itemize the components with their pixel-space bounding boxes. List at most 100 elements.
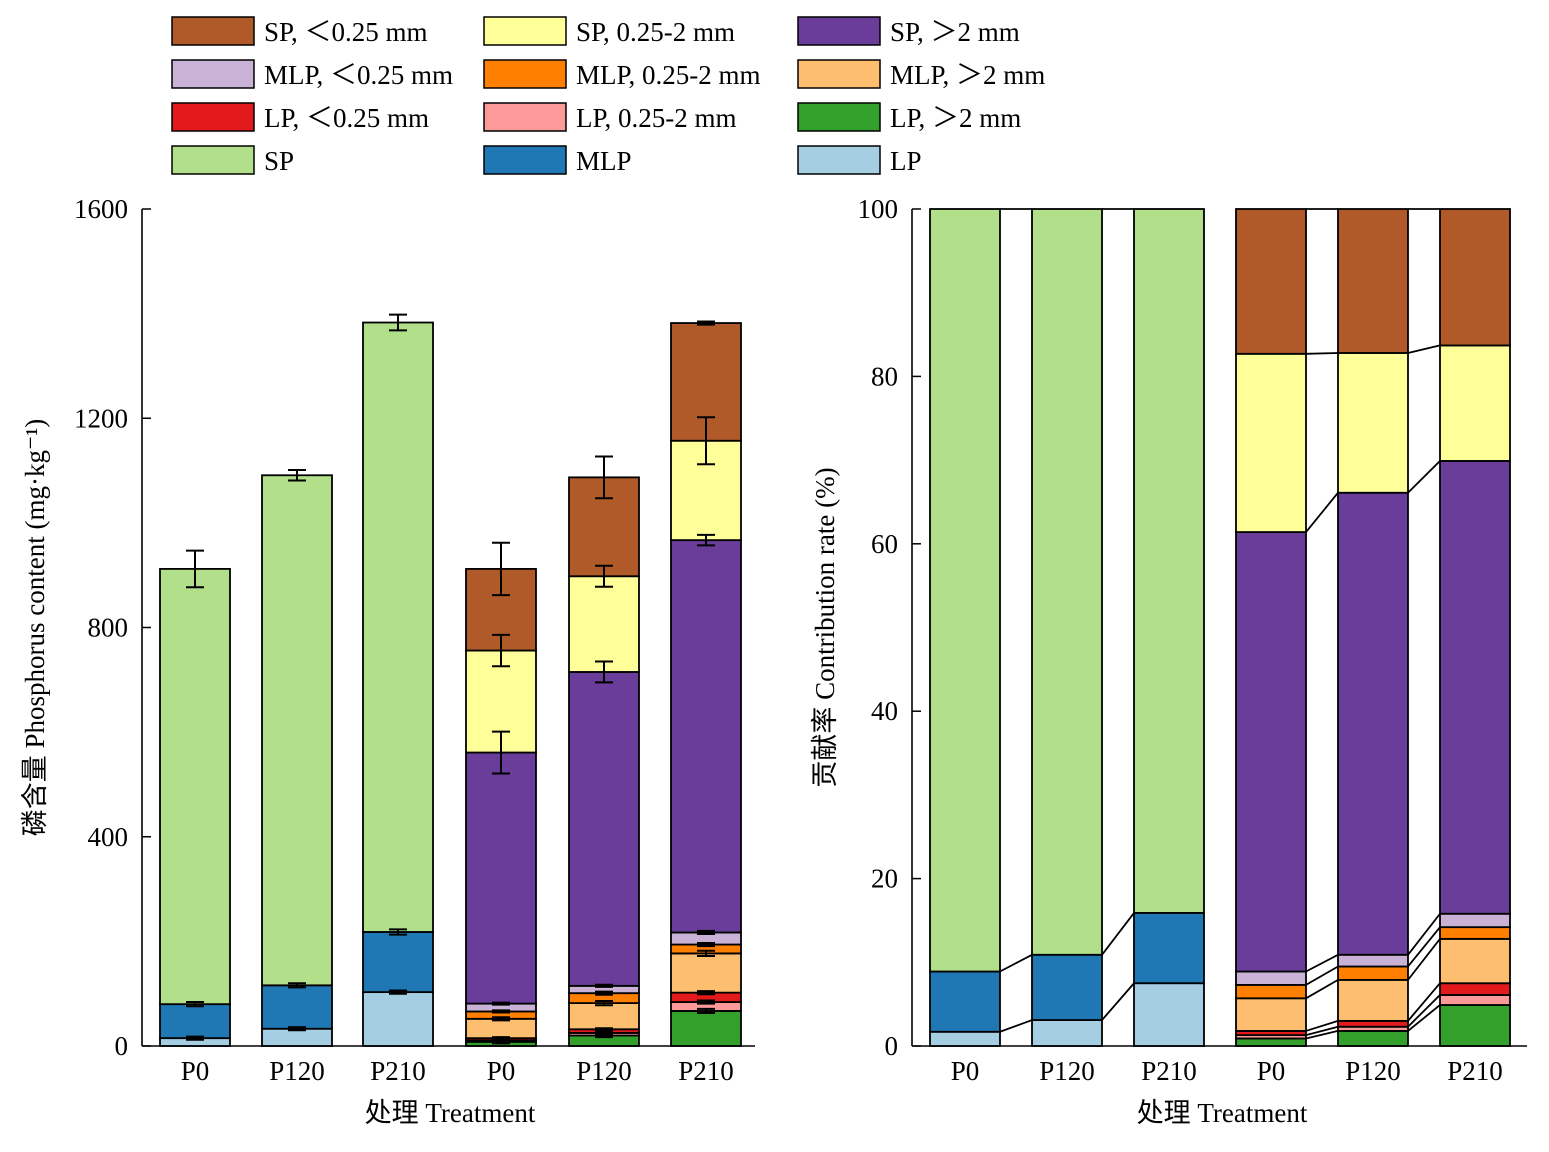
legend-item-LP: LP [797,145,922,176]
legend-label-MLP_gt2: MLP, ＞2 mm [890,60,1045,90]
bar-MLP_gt2-P0 [465,1017,537,1040]
legend-item-SP_mid: SP, 0.25-2 mm [483,16,735,47]
legend-swatch-LP [797,145,881,175]
connector-line [1305,352,1339,355]
bar-MLP_mid-P210 [1439,926,1511,940]
legend-swatch-LP_gt2 [797,102,881,132]
bar-SP_gt2-P0 [465,751,537,1005]
legend-label-MLP_mid: MLP, 0.25-2 mm [576,60,761,90]
legend-swatch-SP_lt025 [171,16,255,46]
bar-LP_gt2-P120 [1337,1030,1409,1047]
connector-line [1407,994,1441,1028]
x-tick-label: P210 [678,1056,734,1086]
bar-LP_gt2-P0 [1235,1037,1307,1047]
x-tick-label: P210 [370,1056,426,1086]
legend-label-LP_mid: LP, 0.25-2 mm [576,103,737,133]
y-tick-label: 80 [871,361,898,391]
legend-label-LP: LP [890,146,922,176]
bar-LP-P210 [1133,982,1205,1047]
bar-MLP-P210 [1133,912,1205,985]
connector-line [1305,965,1339,986]
bar-SP_gt2-P0 [1235,531,1307,973]
y-tick-label: 0 [115,1031,129,1061]
legend-item-MLP_mid: MLP, 0.25-2 mm [483,59,761,90]
connector-line [1305,1030,1339,1040]
bar-MLP-P120 [1031,953,1103,1021]
y-tick-label: 60 [871,529,898,559]
connector-line [1407,1004,1441,1032]
y-axis-title: 磷含量 Phosphorus content (mg·kg⁻¹) [20,419,50,837]
connector-line [1305,492,1339,533]
bar-LP_gt2-P210 [1439,1004,1511,1047]
bar-SP-P120 [1031,208,1103,956]
x-axis-title: 处理 Treatment [1137,1098,1308,1128]
connector-line [1407,460,1441,494]
legend-swatch-SP_mid [483,16,567,46]
bar-SP_gt2-P210 [670,539,742,934]
bar-SP-P120 [261,474,333,987]
phosphorus-content-chart: 0 400 800 1200 1600 P0 P120 P210 P0 P120 P210 处理 Tr… [20,194,755,1128]
bar-MLP_lt025-P120 [1337,953,1409,968]
bar-LP-P0 [929,1030,1001,1047]
legend-item-SP: SP [171,145,294,176]
legend-label-SP: SP [264,146,294,176]
legend-item-LP_mid: LP, 0.25-2 mm [483,102,737,133]
connector-line [1305,1020,1339,1032]
legend-label-MLP: MLP [576,146,632,176]
bar-MLP_lt025-P0 [1235,970,1307,986]
legend-swatch-MLP [483,145,567,175]
bar-SP_gt2-P120 [1337,491,1409,956]
x-tick-label: P120 [576,1056,632,1086]
y-tick-label: 800 [88,613,129,643]
legend-swatch-SP [171,145,255,175]
connector-line [1305,1025,1339,1036]
legend-label-SP_gt2: SP, ＞2 mm [890,17,1020,47]
bar-SP_mid-P120 [1337,352,1409,494]
bar-SP_lt025-P120 [1337,208,1409,354]
legend-label-LP_gt2: LP, ＞2 mm [890,103,1021,133]
bar-SP_gt2-P120 [568,671,640,987]
bar-SP_mid-P0 [1235,352,1307,533]
bar-MLP-P210 [362,931,434,994]
bar-SP_mid-P210 [1439,344,1511,462]
connector-line [1101,982,1135,1021]
legend-swatch-LP_lt025 [171,102,255,132]
connector-line [1101,912,1135,956]
bar-SP_gt2-P210 [1439,460,1511,915]
bar-MLP_lt025-P210 [1439,912,1511,929]
y-tick-label: 100 [858,194,899,224]
legend-item-SP_gt2: SP, ＞2 mm [797,16,1020,47]
legend-item-MLP: MLP [483,145,632,176]
bar-MLP_gt2-P210 [670,952,742,994]
contribution-rate-chart: 0 20 40 60 80 100 P0 P120 P210 P0 P120 P210 处理 Treat… [810,194,1527,1128]
bar-MLP_gt2-P210 [1439,937,1511,985]
legend-label-LP_lt025: LP, ＜0.25 mm [264,103,429,133]
y-tick-label: 1200 [74,403,128,433]
bar-SP-P0 [929,208,1001,973]
connector-line [1305,979,1339,1000]
x-tick-label: P0 [181,1056,210,1086]
bar-MLP_gt2-P0 [1235,997,1307,1032]
legend-swatch-SP_gt2 [797,16,881,46]
bar-LP-P210 [362,991,434,1047]
bar-SP-P210 [1133,208,1205,914]
bar-MLP-P120 [261,984,333,1030]
legend-item-LP_lt025: LP, ＜0.25 mm [171,102,429,133]
x-tick-label: P120 [269,1056,325,1086]
y-tick-label: 0 [885,1031,899,1061]
bar-LP-P120 [261,1027,333,1047]
bar-MLP_gt2-P120 [568,1002,640,1031]
bar-MLP_gt2-P120 [1337,978,1409,1022]
bar-SP_lt025-P0 [1235,208,1307,355]
legend-label-SP_lt025: SP, ＜0.25 mm [264,17,428,47]
connector-line [1407,938,1441,981]
legend-label-SP_mid: SP, 0.25-2 mm [576,17,735,47]
bar-SP_lt025-P210 [1439,208,1511,347]
legend-swatch-MLP_mid [483,59,567,89]
y-tick-label: 1600 [74,194,128,224]
bar-MLP-P0 [929,970,1001,1033]
legend-swatch-MLP_lt025 [171,59,255,89]
connector-line [1305,953,1339,973]
